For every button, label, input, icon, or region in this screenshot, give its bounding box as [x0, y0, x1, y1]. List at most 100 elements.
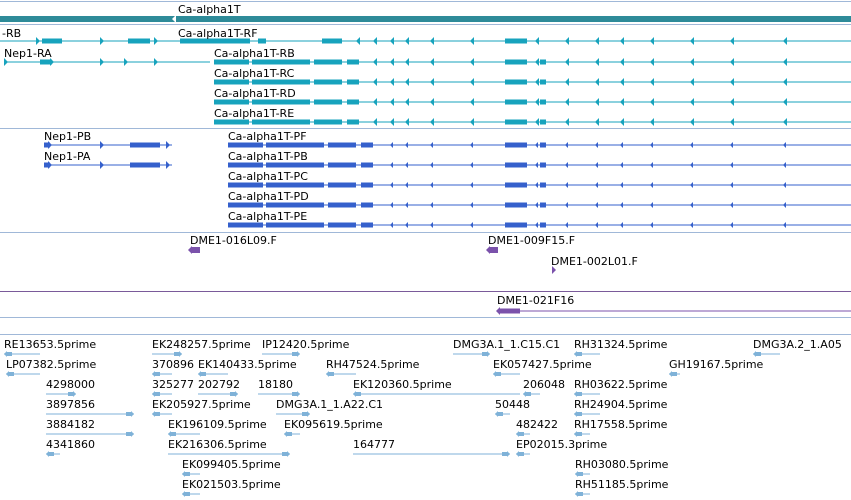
strand-arrow — [405, 58, 409, 66]
est-label: 206048 — [523, 378, 565, 391]
strand-arrow — [470, 98, 474, 106]
rna-label: Ca-alpha1T-RD — [214, 87, 296, 100]
protein-label: Ca-alpha1T-PE — [228, 210, 307, 223]
est-block — [154, 392, 160, 396]
strand-arrow — [100, 37, 104, 45]
exon-block — [266, 162, 324, 168]
est-block — [302, 412, 308, 416]
est-block — [328, 372, 334, 376]
strand-arrow — [690, 78, 694, 86]
strand-arrow — [405, 118, 409, 126]
strand-arrow — [730, 162, 733, 168]
est-arrow — [198, 371, 201, 377]
strand-arrow — [100, 58, 104, 66]
strand-arrow — [650, 58, 654, 66]
rna-label: Ca-alpha1T-RF — [178, 27, 258, 40]
protein-label: Ca-alpha1T-PB — [228, 150, 308, 163]
strand-arrow — [565, 162, 568, 168]
exon-block — [40, 59, 52, 65]
exon-block — [361, 162, 373, 168]
strand-arrow — [430, 222, 433, 228]
strand-arrow — [690, 37, 694, 45]
strand-arrow — [166, 161, 170, 169]
est-label: EK057427.5prime — [493, 358, 592, 371]
est-label: 3897856 — [46, 398, 95, 411]
strand-arrow — [690, 182, 693, 188]
clone-feature — [490, 247, 498, 253]
est-arrow — [507, 451, 510, 457]
strand-arrow — [650, 118, 654, 126]
est-label: EK120360.5prime — [353, 378, 452, 391]
strand-arrow — [535, 162, 538, 168]
exon-block — [322, 38, 342, 44]
exon-block — [505, 202, 527, 208]
est-block — [502, 452, 508, 456]
strand-arrow — [690, 162, 693, 168]
exon-block — [540, 202, 546, 208]
clone-arrow — [486, 246, 490, 254]
est-block — [174, 352, 180, 356]
strand-arrow — [390, 162, 393, 168]
strand-arrow — [650, 202, 653, 208]
strand-arrow — [470, 142, 473, 148]
est-label: RH03080.5prime — [575, 458, 669, 471]
clone-features[interactable] — [188, 246, 556, 274]
est-block — [577, 472, 583, 476]
est-label: EK196109.5prime — [168, 418, 267, 431]
strand-arrow — [595, 142, 598, 148]
exon-block — [228, 162, 263, 168]
strand-arrow — [650, 37, 654, 45]
strand-arrow — [620, 222, 623, 228]
strand-arrow — [595, 118, 599, 126]
exon-block — [44, 142, 50, 148]
exon-block — [540, 142, 546, 148]
strand-arrow — [783, 182, 786, 188]
rna-features[interactable] — [0, 37, 851, 126]
strand-arrow — [430, 182, 433, 188]
strand-arrow — [390, 118, 394, 126]
strand-arrow — [690, 202, 693, 208]
strand-arrow — [4, 58, 8, 66]
strand-arrow — [565, 142, 568, 148]
strand-arrow — [405, 182, 408, 188]
strand-arrow — [730, 78, 734, 86]
exon-block — [214, 99, 249, 105]
exon-block — [42, 38, 62, 44]
est-block — [482, 352, 488, 356]
est-arrow — [574, 431, 577, 437]
est-block — [577, 492, 583, 496]
est-label: 370896 — [152, 358, 194, 371]
bac-feature[interactable] — [496, 307, 851, 315]
est-arrow — [493, 371, 496, 377]
est-label: 50448 — [495, 398, 530, 411]
exon-block — [505, 182, 527, 188]
est-block — [282, 452, 288, 456]
est-features[interactable] — [4, 351, 780, 497]
strand-arrow — [154, 58, 158, 66]
est-block — [6, 352, 12, 356]
exon-block — [228, 182, 263, 188]
strand-arrow — [405, 78, 409, 86]
est-arrow — [182, 491, 185, 497]
est-block — [154, 372, 160, 376]
strand-arrow — [50, 58, 54, 66]
exon-block — [328, 182, 356, 188]
exon-block — [130, 162, 160, 168]
strand-arrow — [373, 37, 377, 45]
est-block — [292, 352, 298, 356]
strand-arrow — [390, 58, 394, 66]
est-block — [495, 372, 501, 376]
est-block — [525, 392, 531, 396]
est-arrow — [287, 451, 290, 457]
strand-arrow — [535, 118, 539, 126]
strand-arrow — [470, 78, 474, 86]
protein-features[interactable] — [44, 141, 851, 228]
strand-arrow — [124, 58, 128, 66]
exon-block — [314, 119, 342, 125]
gene-feature[interactable] — [0, 15, 851, 23]
est-block — [292, 392, 298, 396]
strand-arrow — [470, 162, 473, 168]
est-block — [68, 392, 74, 396]
strand-arrow — [730, 58, 734, 66]
